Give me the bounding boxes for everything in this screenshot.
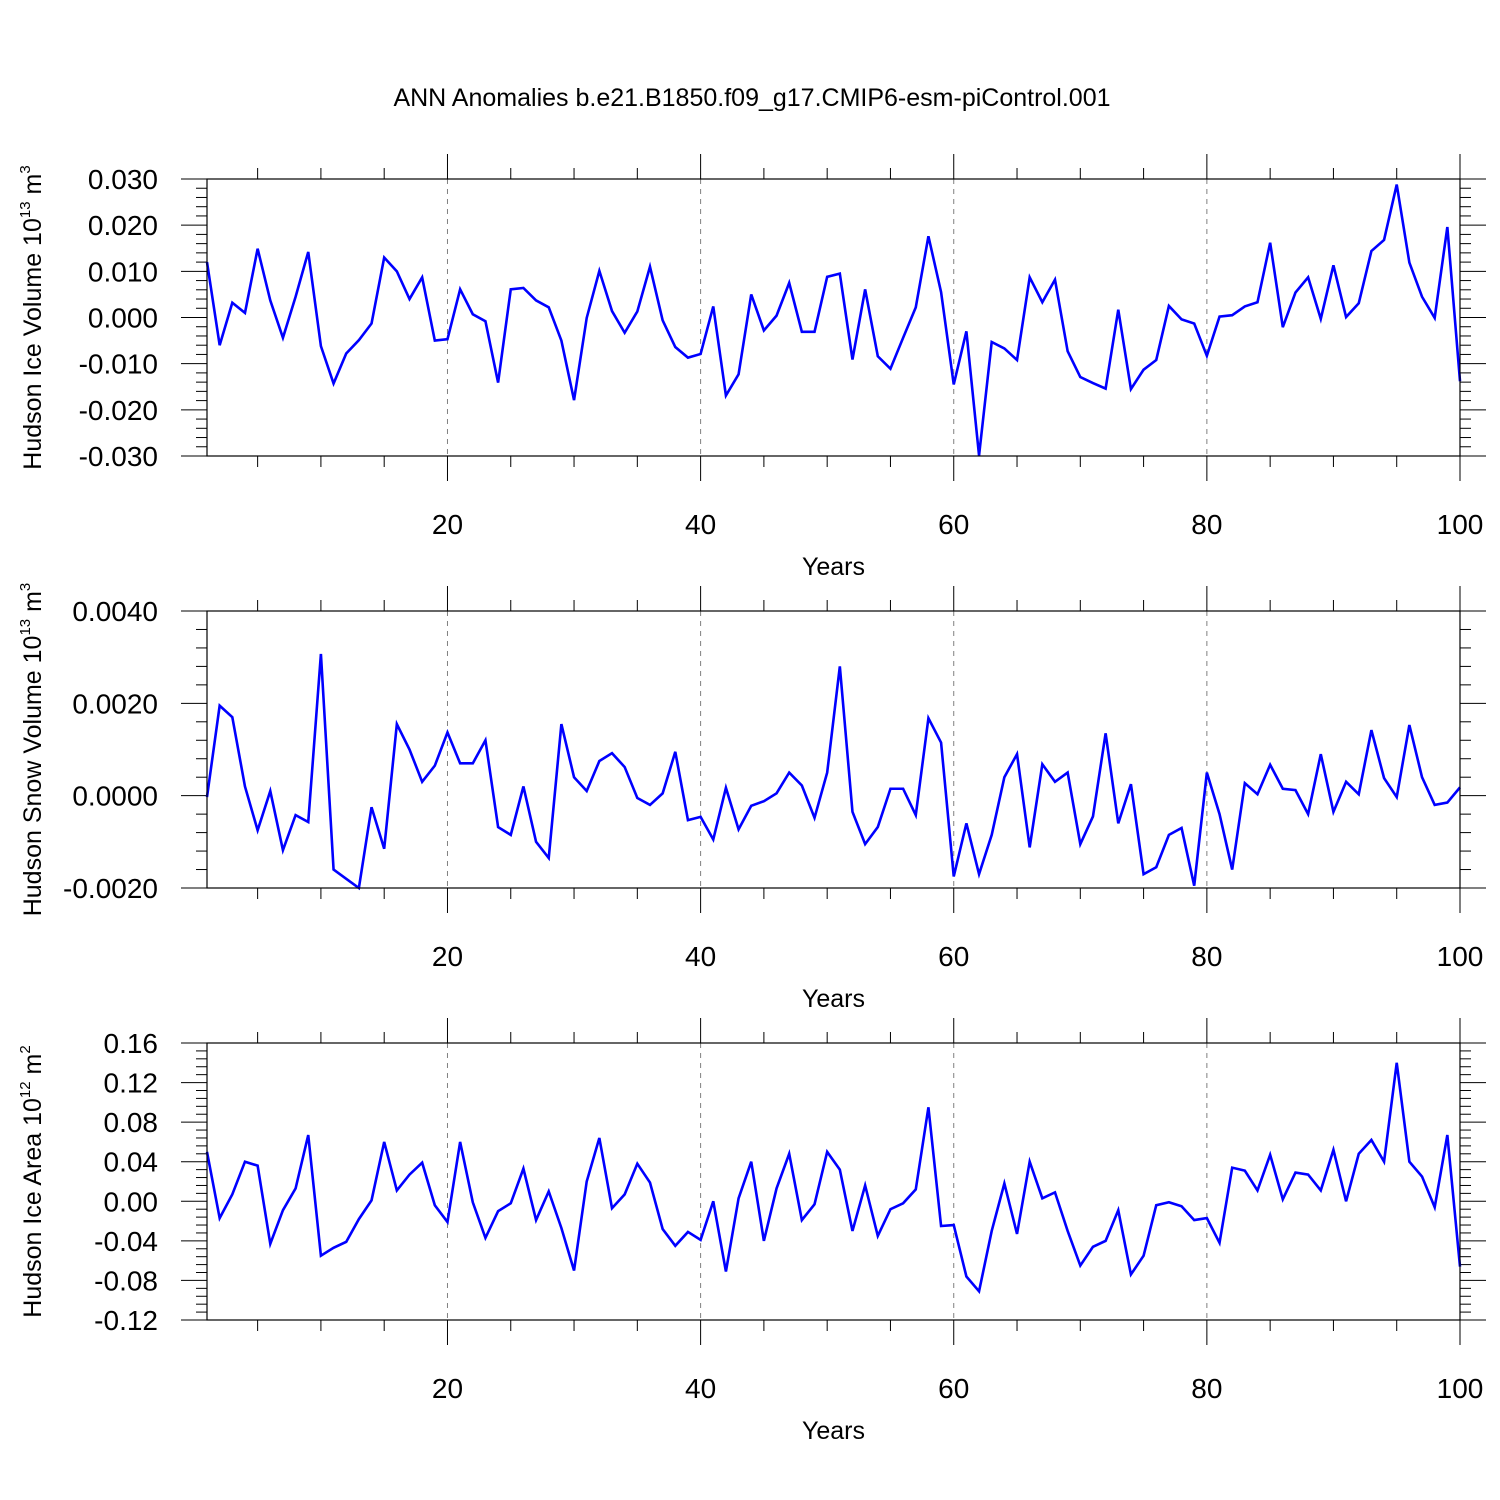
- y-tick-label: 0.16: [104, 1028, 159, 1059]
- panel-1: 20 40 60 80 100 0.030 0.020 0.010 0.000 -0.010 -0.…: [17, 154, 1486, 581]
- x-axis-label: Years: [802, 1417, 865, 1445]
- plot-frame: [206, 1042, 1461, 1321]
- x-tick-label: 100: [1437, 941, 1484, 972]
- x-axis-label: Years: [802, 985, 865, 1013]
- x-tick-label: 20: [432, 1373, 463, 1404]
- plot-frame: [206, 610, 1461, 889]
- figure-title: ANN Anomalies b.e21.B1850.f09_g17.CMIP6-…: [393, 84, 1110, 112]
- y-tick-label: -0.020: [79, 395, 158, 426]
- x-tick-label: 20: [432, 509, 463, 540]
- x-tick-label: 80: [1191, 941, 1222, 972]
- y-tick-label: -0.12: [94, 1305, 158, 1336]
- y-tick-label: 0.00: [104, 1186, 159, 1217]
- y-tick-label: -0.030: [79, 441, 158, 472]
- y-tick-label: 0.04: [104, 1147, 159, 1178]
- x-tick-label: 100: [1437, 1373, 1484, 1404]
- plot-frame: [206, 178, 1461, 457]
- x-tick-label: 40: [685, 509, 716, 540]
- y-tick-label: 0.000: [88, 303, 158, 334]
- y-tick-label: -0.010: [79, 349, 158, 380]
- y-axis-label: Hudson Ice Volume 1013 m3: [17, 165, 47, 469]
- x-tick-label: 60: [938, 1373, 969, 1404]
- x-tick-label: 20: [432, 941, 463, 972]
- x-tick-label: 60: [938, 941, 969, 972]
- y-tick-label: -0.04: [94, 1226, 158, 1257]
- x-tick-label: 60: [938, 509, 969, 540]
- y-tick-label: 0.12: [104, 1068, 159, 1099]
- x-tick-label: 80: [1191, 1373, 1222, 1404]
- y-tick-label: 0.020: [88, 210, 158, 241]
- y-tick-label: -0.08: [94, 1265, 158, 1296]
- x-tick-label: 40: [685, 1373, 716, 1404]
- y-tick-label: 0.030: [88, 164, 158, 195]
- x-tick-label: 40: [685, 941, 716, 972]
- y-axis-label: Hudson Ice Area 1012 m2: [17, 1045, 47, 1317]
- y-axis-label: Hudson Snow Volume 1013 m3: [17, 583, 47, 917]
- series-line: [205, 653, 1461, 891]
- y-tick-label: 0.08: [104, 1107, 159, 1138]
- x-tick-label: 80: [1191, 509, 1222, 540]
- y-tick-label: -0.0020: [63, 873, 158, 904]
- panels-group: 20 40 60 80 100 0.030 0.020 0.010 0.000 -0.010 -0.…: [17, 154, 1486, 1445]
- series-line: [205, 184, 1462, 456]
- y-tick-label: 0.0000: [72, 781, 158, 812]
- series-line: [205, 1062, 1462, 1295]
- x-axis-label: Years: [802, 553, 865, 581]
- x-tick-label: 100: [1437, 509, 1484, 540]
- y-tick-label: 0.010: [88, 256, 158, 287]
- panel-2: 20 40 60 80 100 0.0040 0.0020 0.0000 -0.0020 Year…: [17, 583, 1486, 1013]
- panel-3: 20 40 60 80 100 0.16 0.12 0.08 0.04 0.00 -0.04 -0.0…: [17, 1018, 1486, 1445]
- y-tick-label: 0.0020: [72, 688, 158, 719]
- y-tick-label: 0.0040: [72, 596, 158, 627]
